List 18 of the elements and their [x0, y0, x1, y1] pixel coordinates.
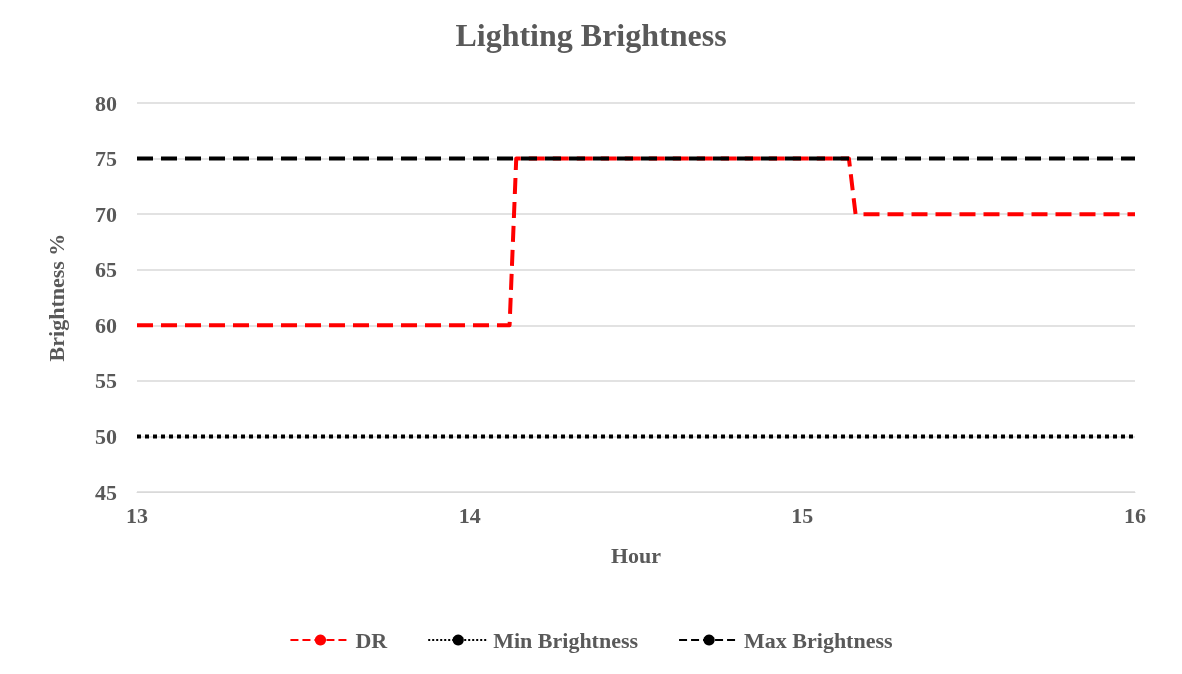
x-tick-label: 16	[1124, 502, 1146, 528]
y-tick-label: 70	[95, 201, 117, 227]
y-tick-label: 75	[95, 146, 117, 172]
y-tick-label: 80	[95, 90, 117, 116]
y-tick-label: 60	[95, 312, 117, 338]
y-tick-label: 50	[95, 423, 117, 449]
x-tick-label: 15	[791, 502, 814, 528]
y-tick-label: 45	[95, 479, 117, 505]
legend-label: Min Brightness	[493, 627, 639, 653]
x-tick-label: 14	[458, 502, 481, 528]
y-axis-title: Brightness %	[43, 233, 69, 362]
y-tick-label: 55	[95, 368, 117, 394]
chart-title: Lighting Brightness	[455, 17, 727, 53]
x-axis-title: Hour	[610, 542, 662, 568]
legend-label: Max Brightness	[744, 627, 893, 653]
legend-label: DR	[355, 627, 389, 653]
y-tick-label: 65	[95, 257, 117, 283]
x-tick-label: 13	[126, 502, 148, 528]
